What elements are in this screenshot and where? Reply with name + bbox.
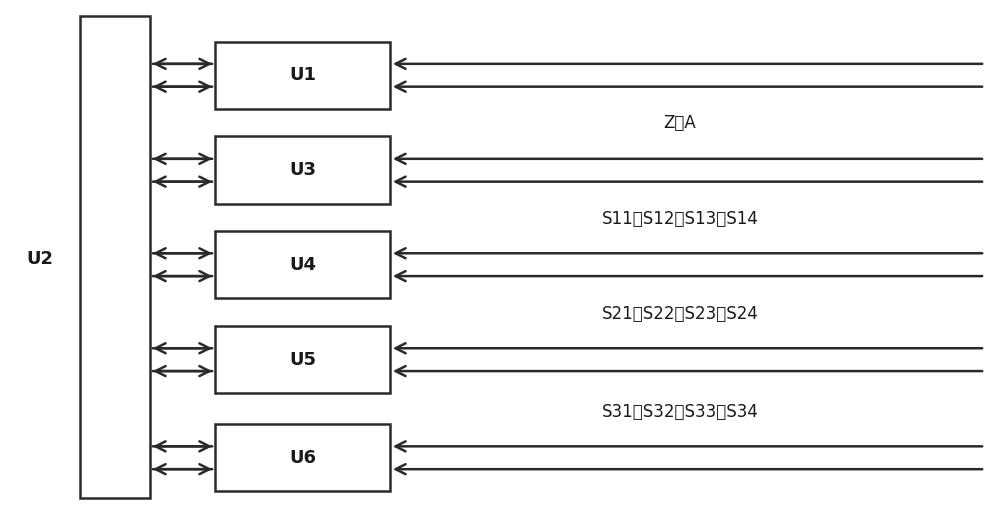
Text: Z、A: Z、A bbox=[664, 114, 696, 132]
Text: U1: U1 bbox=[289, 66, 316, 84]
Text: S21、S22、S23、S24: S21、S22、S23、S24 bbox=[602, 305, 758, 323]
Text: U5: U5 bbox=[289, 351, 316, 368]
Text: S11、S12、S13、S14: S11、S12、S13、S14 bbox=[602, 210, 758, 228]
Bar bbox=[215, 231, 390, 298]
Bar bbox=[215, 424, 390, 491]
Text: S31、S32、S33、S34: S31、S32、S33、S34 bbox=[602, 403, 758, 420]
Text: U4: U4 bbox=[289, 256, 316, 274]
Text: U2: U2 bbox=[26, 251, 54, 268]
Bar bbox=[215, 42, 390, 109]
Text: U3: U3 bbox=[289, 161, 316, 179]
Bar bbox=[215, 136, 390, 204]
Bar bbox=[215, 326, 390, 393]
Bar bbox=[80, 16, 150, 498]
Text: U6: U6 bbox=[289, 449, 316, 467]
